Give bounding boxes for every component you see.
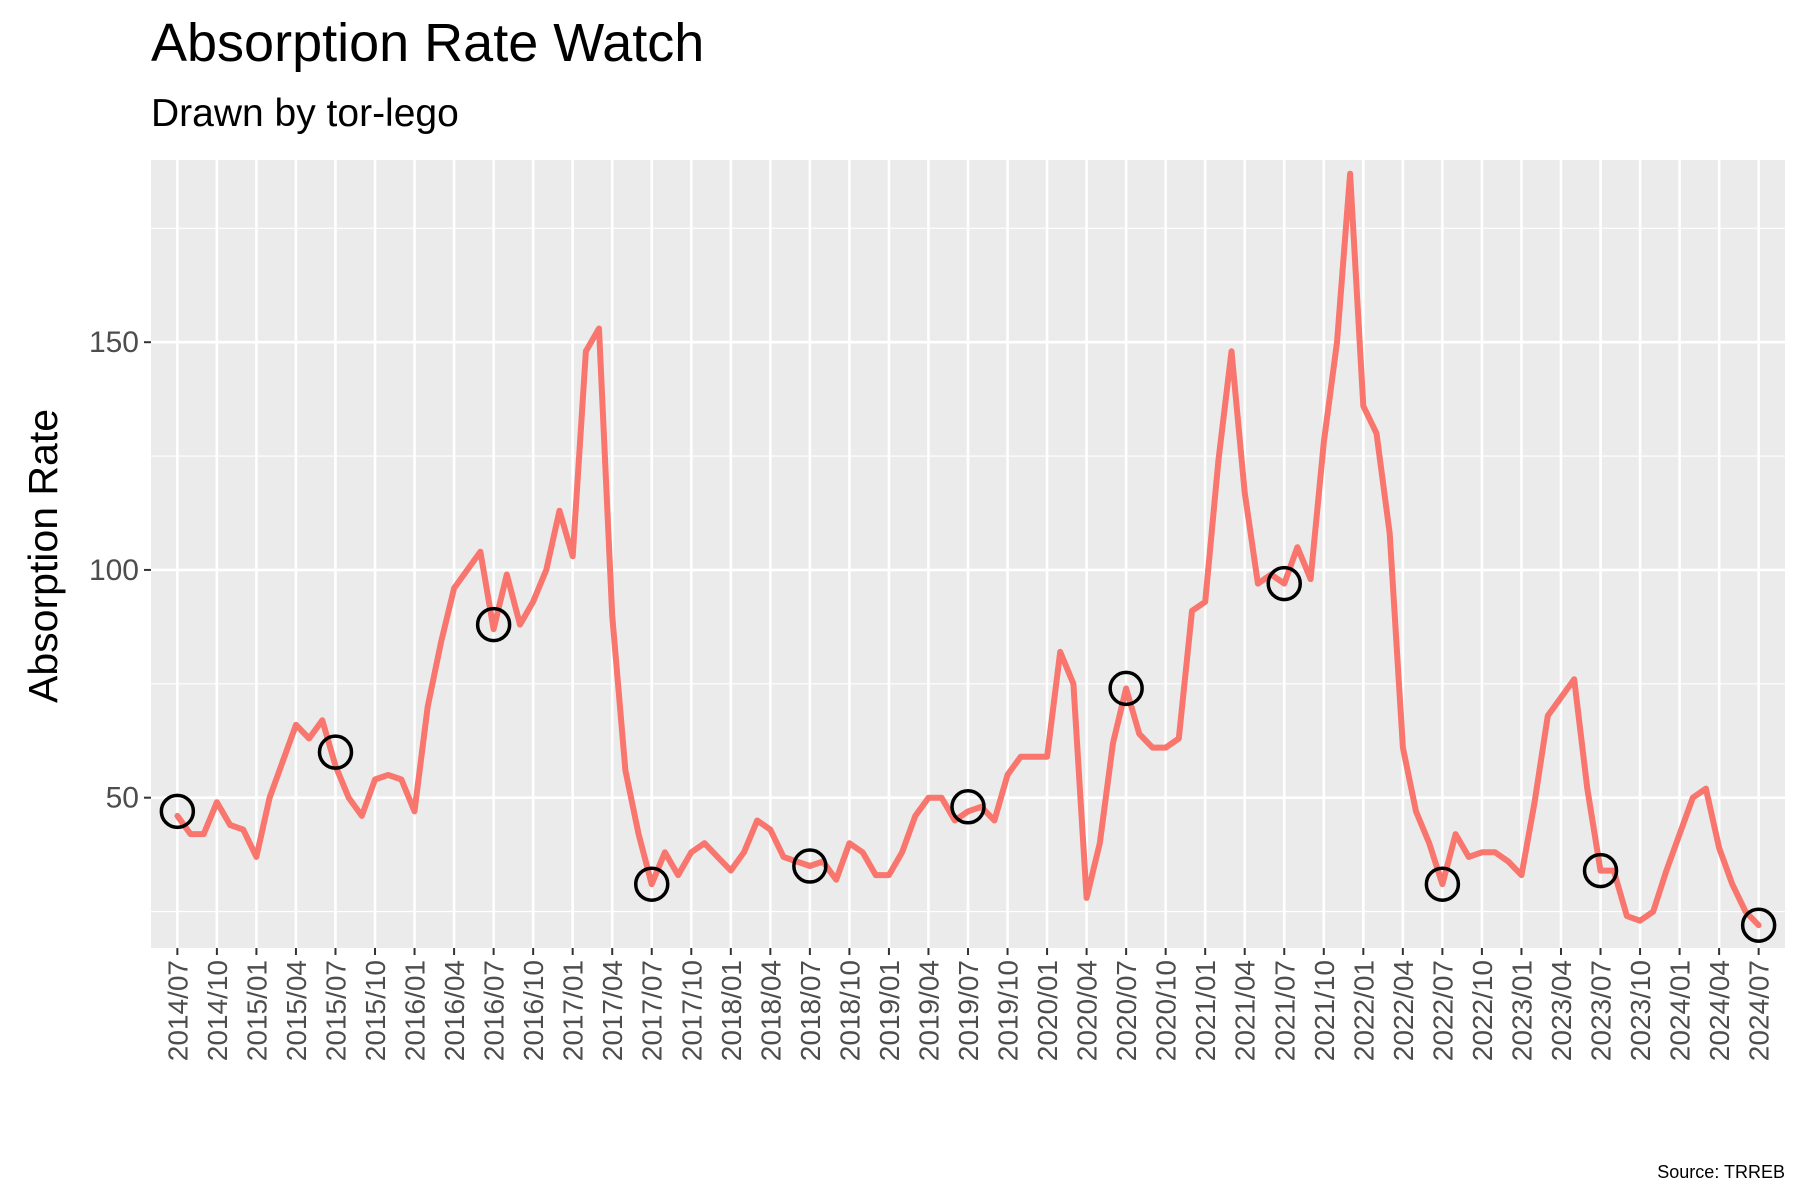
x-tick-label: 2019/07 <box>953 960 984 1061</box>
x-tick-label: 2016/07 <box>479 960 510 1061</box>
x-tick-label: 2023/04 <box>1546 960 1577 1061</box>
x-tick-label: 2021/01 <box>1190 960 1221 1061</box>
highlight-marker <box>633 866 670 902</box>
highlight-marker <box>1740 907 1777 943</box>
chart-caption: Source: TRREB <box>1657 1162 1785 1182</box>
x-tick-label: 2017/04 <box>597 960 628 1061</box>
x-tick-label: 2014/07 <box>162 960 193 1061</box>
highlight-marker <box>1582 852 1619 889</box>
x-tick-label: 2023/01 <box>1506 960 1537 1061</box>
x-tick-label: 2017/10 <box>676 960 707 1061</box>
x-tick-label: 2018/04 <box>755 960 786 1061</box>
x-tick-label: 2022/04 <box>1388 960 1419 1061</box>
x-tick-label: 2022/10 <box>1467 960 1498 1061</box>
x-tick-label: 2022/01 <box>1348 960 1379 1061</box>
x-tick-label: 2021/04 <box>1230 960 1261 1061</box>
x-tick-label: 2024/07 <box>1744 960 1775 1061</box>
x-tick-label: 2015/01 <box>241 960 272 1061</box>
y-tick-label: 50 <box>106 782 139 815</box>
highlight-marker <box>792 848 828 884</box>
x-tick-label: 2015/04 <box>281 960 312 1061</box>
chart-subtitle: Drawn by tor-lego <box>151 92 459 135</box>
x-tick-label: 2016/10 <box>518 960 549 1061</box>
x-tick-label: 2016/04 <box>439 960 470 1061</box>
x-tick-label: 2017/07 <box>637 960 668 1061</box>
x-tick-label: 2021/07 <box>1269 960 1300 1061</box>
x-tick-label: 2020/07 <box>1111 960 1142 1061</box>
highlight-marker <box>1424 866 1461 902</box>
x-tick-label: 2014/10 <box>202 960 233 1061</box>
y-axis-label: Absorption Rate <box>20 409 66 703</box>
x-tick-label: 2017/01 <box>558 960 589 1061</box>
x-tick-label: 2016/01 <box>400 960 431 1061</box>
x-tick-label: 2019/04 <box>913 960 944 1061</box>
series-line <box>174 170 1762 929</box>
x-tick-label: 2019/10 <box>993 960 1024 1061</box>
x-tick-label: 2021/10 <box>1309 960 1340 1061</box>
x-tick-label: 2015/07 <box>320 960 351 1061</box>
x-tick-label: 2022/07 <box>1427 960 1458 1061</box>
highlight-marker <box>1108 670 1144 707</box>
x-tick-label: 2018/01 <box>716 960 747 1061</box>
x-tick-label: 2023/10 <box>1625 960 1656 1061</box>
x-tick-label: 2020/01 <box>1032 960 1063 1061</box>
x-tick-label: 2018/10 <box>834 960 865 1061</box>
x-tick-label: 2024/01 <box>1665 960 1696 1061</box>
highlight-marker <box>475 606 512 643</box>
highlight-marker <box>317 734 354 770</box>
x-tick-label: 2019/01 <box>874 960 905 1061</box>
highlight-marker <box>950 789 986 825</box>
x-tick-label: 2018/07 <box>795 960 826 1061</box>
x-tick-label: 2015/10 <box>360 960 391 1061</box>
plot-area: 50 100 150 2014/07 2014/10 2015/01 2015/04 2015… <box>89 160 1785 1061</box>
y-tick-label: 100 <box>89 554 139 587</box>
highlight-marker <box>159 793 196 830</box>
x-tick-label: 2023/07 <box>1586 960 1617 1061</box>
chart-title: Absorption Rate Watch <box>151 13 704 73</box>
y-tick-label: 150 <box>89 326 139 359</box>
x-tick-label: 2020/04 <box>1072 960 1103 1061</box>
x-tick-label: 2024/04 <box>1704 960 1735 1061</box>
highlight-marker <box>1266 565 1303 602</box>
x-tick-label: 2020/10 <box>1151 960 1182 1061</box>
